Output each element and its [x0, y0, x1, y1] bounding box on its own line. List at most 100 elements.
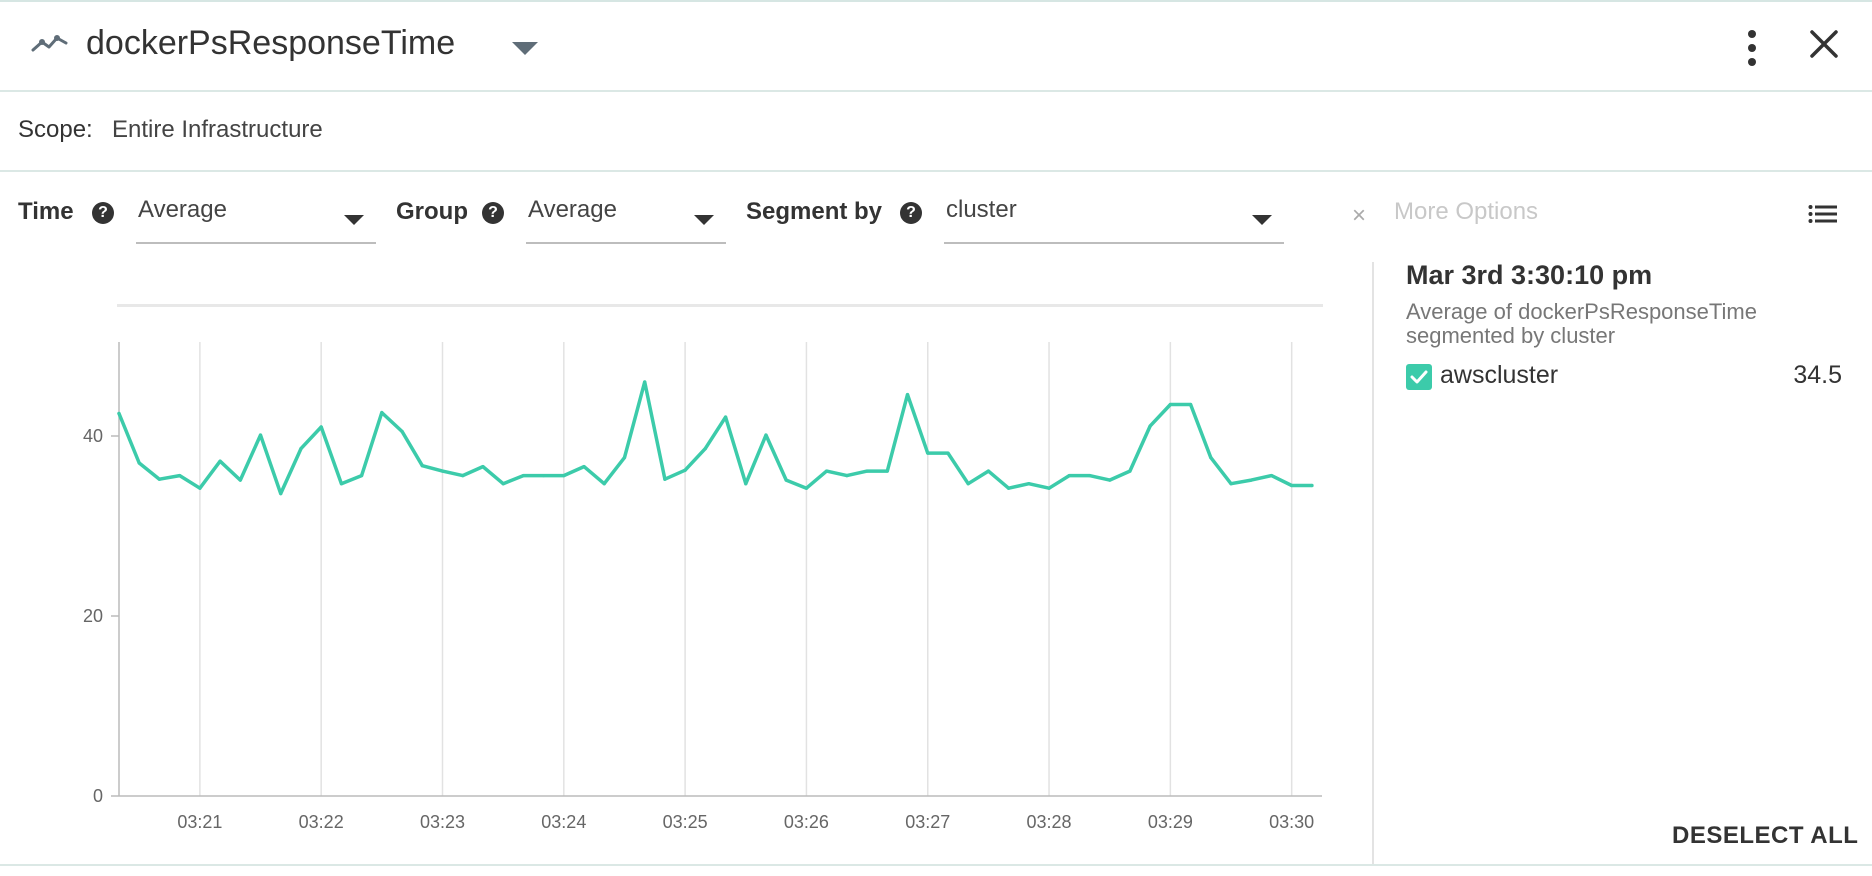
- chevron-down-icon: [1252, 215, 1272, 225]
- data-point: [158, 478, 161, 481]
- y-tick-label: 0: [93, 786, 103, 806]
- data-point: [259, 434, 262, 437]
- group-select-value: Average: [528, 196, 617, 224]
- data-point: [1209, 456, 1212, 459]
- divider: [1372, 262, 1374, 866]
- data-point: [481, 465, 484, 468]
- data-point: [380, 411, 383, 414]
- data-point: [1128, 470, 1131, 473]
- time-help-icon[interactable]: ?: [92, 202, 114, 224]
- data-point: [360, 474, 363, 477]
- data-point: [1007, 487, 1010, 490]
- x-tick-label: 03:24: [541, 812, 586, 832]
- data-point: [987, 470, 990, 473]
- data-point: [582, 465, 585, 468]
- data-point: [865, 470, 868, 473]
- more-vert-icon[interactable]: [1740, 26, 1764, 70]
- x-tick-label: 03:25: [663, 812, 708, 832]
- data-point: [1189, 403, 1192, 406]
- group-select[interactable]: Average: [526, 186, 726, 244]
- x-tick-label: 03:27: [905, 812, 950, 832]
- chevron-down-icon: [694, 215, 714, 225]
- close-icon[interactable]: [1808, 28, 1840, 60]
- data-point: [562, 474, 565, 477]
- group-label: Group: [396, 198, 468, 226]
- scope-label: Scope:: [18, 116, 93, 144]
- data-point: [663, 478, 666, 481]
- data-point: [825, 470, 828, 473]
- group-help-icon[interactable]: ?: [482, 202, 504, 224]
- legend-description: Average of dockerPsResponseTime segmente…: [1406, 300, 1846, 348]
- time-label: Time: [18, 198, 74, 226]
- x-tick-label: 03:23: [420, 812, 465, 832]
- bottom-border: [0, 864, 1872, 866]
- data-point: [1068, 474, 1071, 477]
- data-point: [886, 470, 889, 473]
- chevron-down-icon: [344, 215, 364, 225]
- data-point: [744, 482, 747, 485]
- check-icon: [1406, 364, 1432, 390]
- data-point: [340, 482, 343, 485]
- data-point: [684, 469, 687, 472]
- series-line-awscluster: [119, 382, 1312, 494]
- data-point: [1310, 484, 1313, 487]
- data-point: [906, 393, 909, 396]
- segment-select[interactable]: cluster: [944, 186, 1284, 244]
- data-point: [805, 487, 808, 490]
- header: dockerPsResponseTime: [0, 2, 1872, 92]
- data-point: [785, 479, 788, 482]
- deselect-all-button[interactable]: DESELECT ALL: [1672, 822, 1858, 850]
- data-point: [1149, 425, 1152, 428]
- list-icon[interactable]: [1808, 204, 1838, 229]
- x-tick-label: 03:30: [1269, 812, 1314, 832]
- data-point: [1250, 479, 1253, 482]
- data-point: [421, 464, 424, 467]
- y-tick-label: 40: [83, 426, 103, 446]
- data-point: [967, 482, 970, 485]
- data-point: [643, 380, 646, 383]
- caret-down-icon[interactable]: [512, 42, 538, 55]
- x-tick-label: 03:29: [1148, 812, 1193, 832]
- legend-item-awscluster[interactable]: awscluster 34.5: [1406, 360, 1842, 394]
- data-point: [1027, 482, 1030, 485]
- x-tick-label: 03:22: [299, 812, 344, 832]
- scope-value[interactable]: Entire Infrastructure: [112, 116, 323, 144]
- data-point: [946, 452, 949, 455]
- data-point: [441, 470, 444, 473]
- data-point: [704, 447, 707, 450]
- more-options-input[interactable]: More Options: [1394, 198, 1538, 226]
- data-point: [1270, 474, 1273, 477]
- data-point: [1088, 474, 1091, 477]
- data-point: [279, 492, 282, 495]
- data-point: [1108, 479, 1111, 482]
- scope-row: Scope: Entire Infrastructure: [0, 92, 1872, 172]
- x-tick-label: 03:21: [177, 812, 222, 832]
- segment-help-icon[interactable]: ?: [900, 202, 922, 224]
- clear-icon[interactable]: ×: [1352, 202, 1366, 230]
- data-point: [502, 482, 505, 485]
- line-chart: 03:21 03:22 03:23 03:24 03:25 03:26 03:27 03:28…: [0, 250, 1360, 850]
- data-point: [1047, 487, 1050, 490]
- data-point: [178, 474, 181, 477]
- line-chart-icon: [30, 34, 70, 59]
- data-point: [764, 434, 767, 437]
- data-point: [542, 474, 545, 477]
- data-point: [320, 425, 323, 428]
- checkbox[interactable]: [1406, 364, 1432, 390]
- data-point: [1169, 403, 1172, 406]
- chart-range-bar: [117, 304, 1323, 307]
- x-tick-label: 03:26: [784, 812, 829, 832]
- data-point: [400, 430, 403, 433]
- y-tick-label: 20: [83, 606, 103, 626]
- segment-label: Segment by: [746, 198, 882, 226]
- time-select[interactable]: Average: [136, 186, 376, 244]
- data-point: [138, 461, 141, 464]
- data-point: [1229, 482, 1232, 485]
- x-tick-label: 03:28: [1027, 812, 1072, 832]
- data-point: [218, 460, 221, 463]
- data-point: [603, 482, 606, 485]
- metric-title: dockerPsResponseTime: [86, 24, 455, 63]
- data-point: [117, 412, 120, 415]
- data-point: [522, 474, 525, 477]
- data-point: [198, 487, 201, 490]
